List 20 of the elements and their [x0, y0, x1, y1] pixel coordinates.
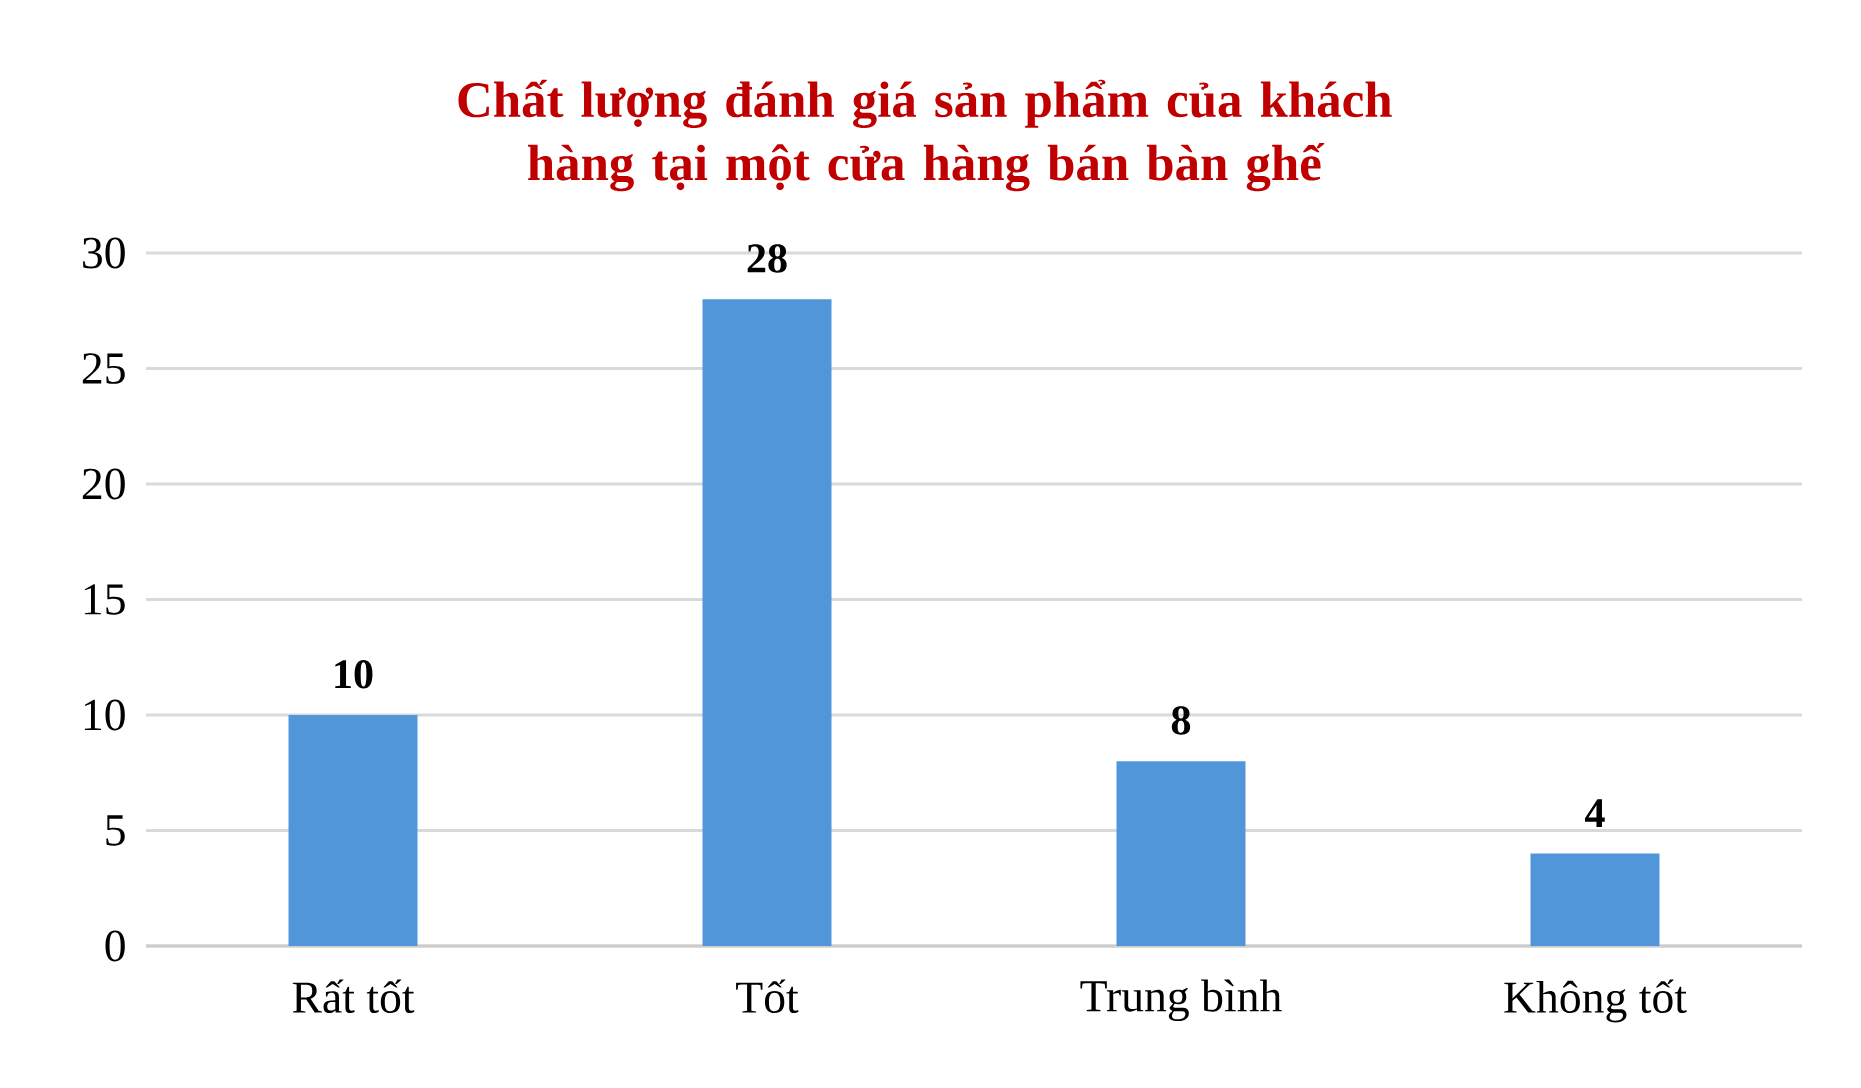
bar — [702, 299, 832, 946]
y-tick-label: 15 — [84, 584, 125, 615]
bar — [1116, 761, 1246, 946]
y-tick-label: 30 — [83, 237, 125, 269]
x-tick-label: Rất tốt — [292, 979, 415, 1014]
x-tick-label: Không tốt — [1504, 979, 1687, 1023]
bar — [288, 714, 418, 946]
y-tick-label: 10 — [84, 699, 125, 731]
chart-title: Chất lượng đánh giá sản phẩm của khách hàng tại một cửa hàng bán bàn ghế — [458, 79, 1392, 192]
data-label: 28 — [747, 244, 787, 273]
data-label: 8 — [1171, 706, 1191, 735]
x-tick-label: Trung bình — [1080, 979, 1282, 1022]
y-tick-label: 0 — [105, 930, 125, 962]
y-tick-label: 5 — [106, 815, 125, 846]
bar — [1530, 853, 1660, 946]
data-label: 4 — [1585, 799, 1605, 828]
y-tick-label: 20 — [82, 468, 125, 500]
y-tick-label: 25 — [82, 353, 125, 384]
x-tick-label: Tốt — [736, 979, 799, 1014]
data-label: 10 — [335, 660, 373, 689]
